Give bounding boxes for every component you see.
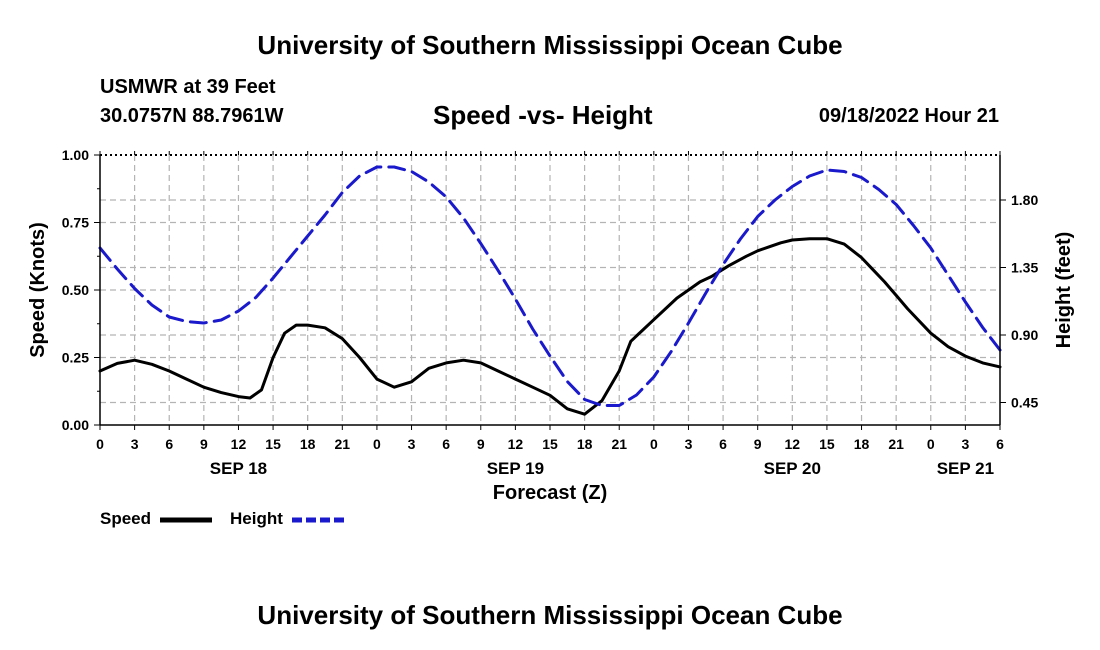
x-tick-label: 12 (231, 436, 247, 452)
y-tick-label: 0.75 (62, 215, 89, 231)
y-tick-label: 0.00 (62, 417, 89, 433)
speed-series-line (98, 237, 1002, 416)
x-tick-label: 6 (165, 436, 173, 452)
y2-tick-label: 1.80 (1011, 192, 1038, 208)
x-day-label: SEP 18 (210, 459, 267, 478)
x-tick-label: 3 (408, 436, 416, 452)
forecast-datetime: 09/18/2022 Hour 21 (818, 105, 999, 127)
x-tick-label: 0 (650, 436, 658, 452)
legend-height-label: Height (230, 509, 283, 528)
x-tick-label: 6 (442, 436, 450, 452)
y2-axis-label: Height (feet) (1053, 232, 1075, 349)
x-tick-label: 21 (888, 436, 904, 452)
x-tick-label: 15 (542, 436, 558, 452)
x-tick-label: 9 (200, 436, 208, 452)
x-tick-label: 15 (265, 436, 281, 452)
x-tick-label: 3 (685, 436, 693, 452)
plot-series (98, 165, 1002, 416)
x-tick-label: 18 (577, 436, 593, 452)
footer-title: University of Southern Mississippi Ocean… (257, 600, 843, 630)
x-tick-label: 21 (335, 436, 351, 452)
chart-subtitle: Speed -vs- Height (433, 100, 653, 130)
x-day-label: SEP 19 (487, 459, 544, 478)
x-tick-label: 9 (754, 436, 762, 452)
x-day-label: SEP 20 (764, 459, 821, 478)
x-tick-label: 12 (508, 436, 524, 452)
x-tick-label: 0 (927, 436, 935, 452)
x-tick-label: 0 (96, 436, 104, 452)
y2-tick-label: 0.45 (1011, 395, 1038, 411)
chart-title: University of Southern Mississippi Ocean… (257, 30, 843, 60)
plot-axes: 0 3 6 9 12 15 18 21 0 3 6 9 12 15 18 21 0 3 6 9 12 15 18 21 0 3 6S… (62, 147, 1039, 478)
y2-tick-label: 0.90 (1011, 327, 1038, 343)
x-tick-label: 15 (819, 436, 835, 452)
y-axis-label: Speed (Knots) (27, 222, 49, 358)
x-tick-label: 6 (996, 436, 1004, 452)
x-tick-label: 3 (961, 436, 969, 452)
legend-speed-label: Speed (100, 509, 152, 528)
y-tick-label: 0.25 (62, 350, 89, 366)
station-label: USMWR at 39 Feet (100, 76, 276, 98)
x-tick-label: 18 (854, 436, 870, 452)
station-coordinates: 30.0757N 88.7961W (100, 105, 284, 127)
x-day-label: SEP 21 (937, 459, 994, 478)
y-tick-label: 0.50 (62, 282, 89, 298)
height-series-line (98, 165, 1002, 407)
x-tick-label: 12 (785, 436, 801, 452)
y2-tick-label: 1.35 (1011, 260, 1038, 276)
grid-lines (100, 155, 1000, 425)
x-tick-label: 9 (477, 436, 485, 452)
x-tick-label: 0 (373, 436, 381, 452)
x-tick-label: 6 (719, 436, 727, 452)
y-tick-label: 1.00 (62, 147, 89, 163)
x-tick-label: 3 (131, 436, 139, 452)
x-tick-label: 21 (611, 436, 627, 452)
x-tick-label: 18 (300, 436, 316, 452)
x-axis-label: Forecast (Z) (492, 482, 608, 504)
